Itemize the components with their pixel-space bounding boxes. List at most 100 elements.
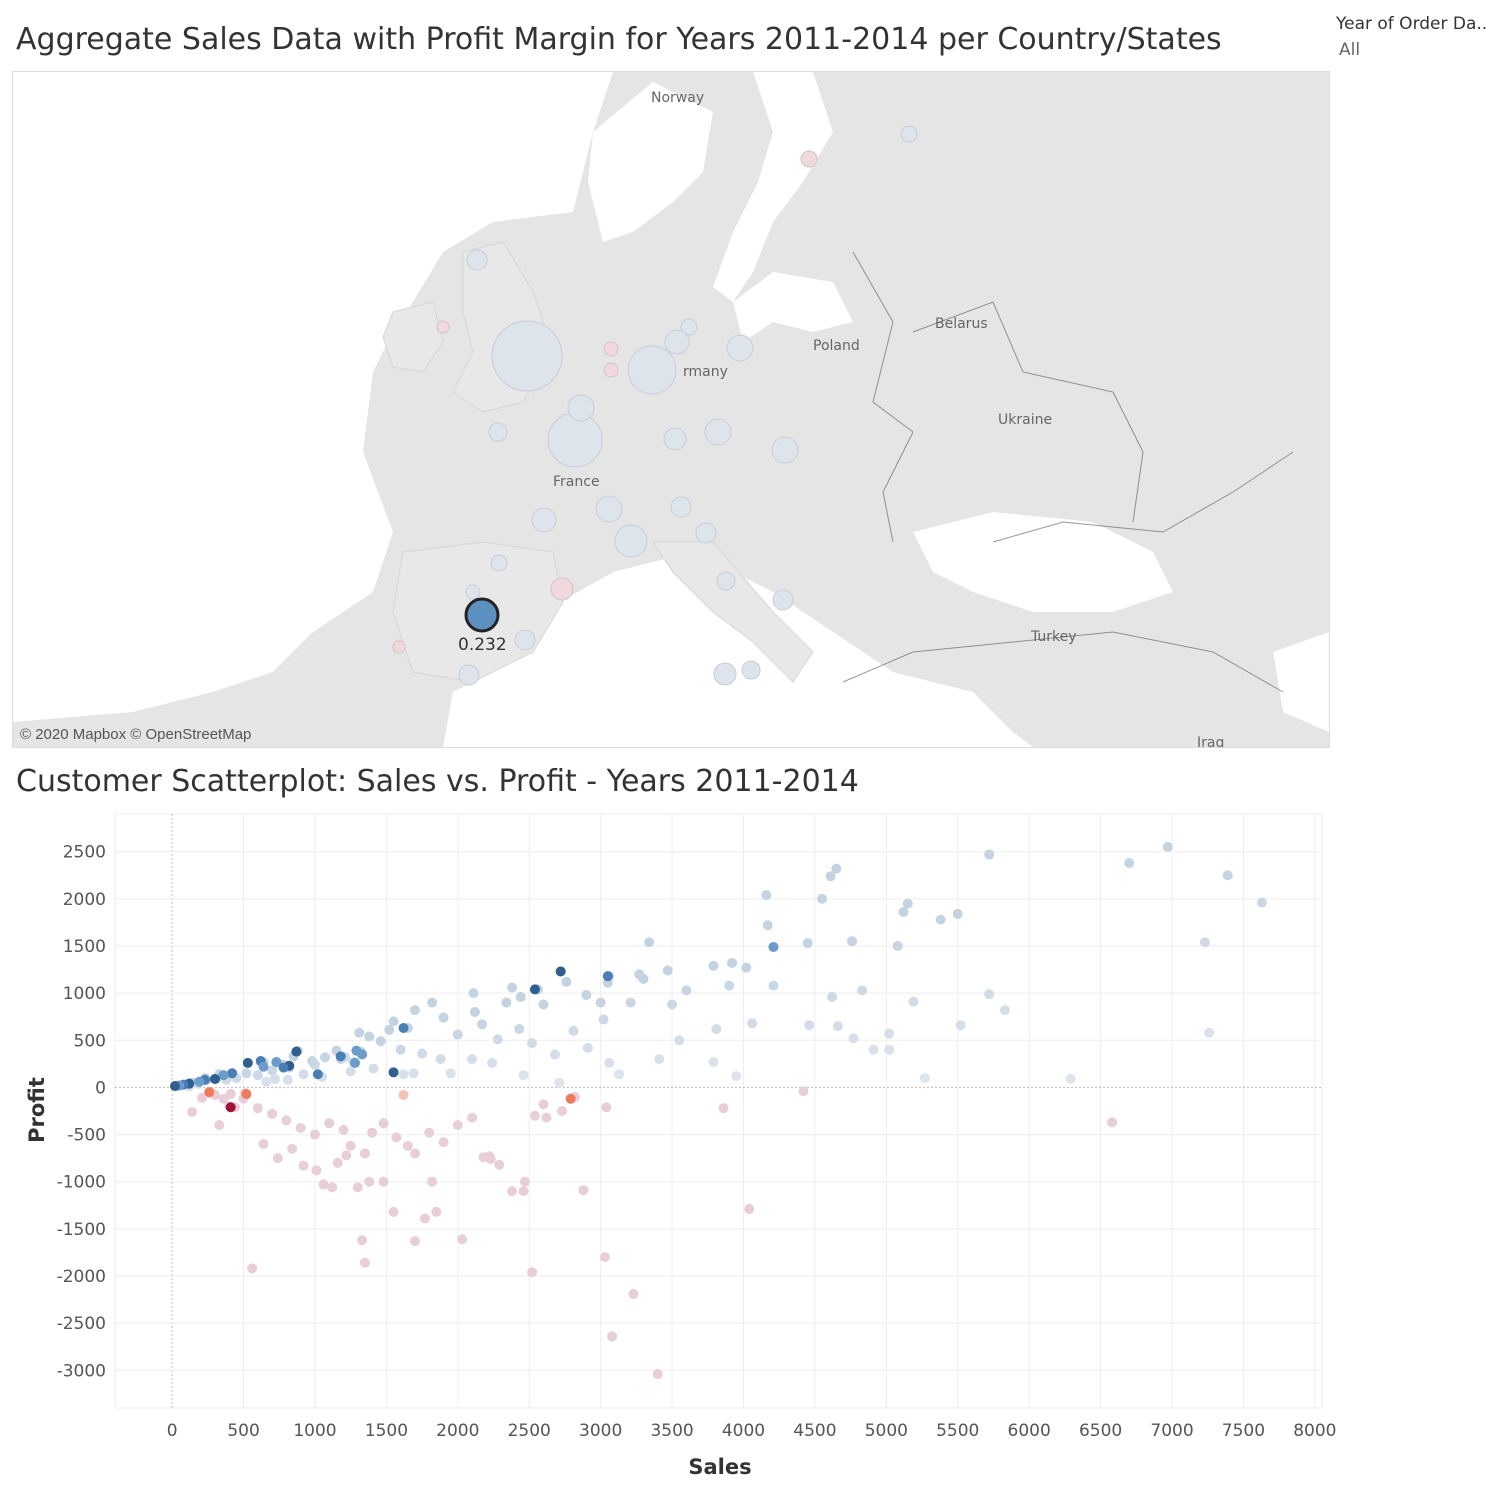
scatter-point[interactable] [452,1120,463,1131]
scatter-point[interactable] [267,1108,278,1119]
scatter-point[interactable] [884,1028,895,1039]
scatter-point[interactable] [452,1029,463,1040]
scatter-point[interactable] [261,1076,272,1087]
bubble-switzerland[interactable] [670,496,692,518]
bubble-germany[interactable] [627,345,677,395]
scatter-point[interactable] [311,1165,322,1176]
scatter-point[interactable] [252,1103,263,1114]
scatter-point[interactable] [378,1118,389,1129]
bubble-austria[interactable] [771,436,799,464]
bubble-hamburg[interactable] [680,318,698,336]
bubble-netherlands[interactable] [603,341,619,357]
scatter-point[interactable] [318,1179,329,1190]
scatter-point-highlight[interactable] [768,941,779,952]
scatter-point[interactable] [952,908,963,919]
scatter-point-negative[interactable] [565,1093,576,1104]
scatter-point-negative[interactable] [241,1089,252,1100]
scatter-point[interactable] [409,1236,420,1247]
scatter-point[interactable] [744,1204,755,1215]
scatter-point[interactable] [388,1206,399,1217]
scatter-point[interactable] [919,1073,930,1083]
bubble-scotland[interactable] [466,249,488,271]
scatter-point[interactable] [298,1069,309,1080]
scatter-point[interactable] [438,1012,449,1023]
bubble-brittany[interactable] [488,422,508,442]
scatter-point-highlight[interactable] [312,1069,323,1080]
scatter-point-highlight[interactable] [335,1051,346,1062]
scatterplot[interactable]: 0 500 1000 1500 2000 2500 3000 3500 4000 4500 5000… [0,800,1500,1490]
scatter-point[interactable] [848,1033,859,1044]
scatter-point[interactable] [197,1092,208,1103]
scatter-point[interactable] [267,1065,278,1076]
bubble-dublin[interactable] [436,320,450,334]
scatter-point[interactable] [747,1018,758,1029]
scatter-point[interactable] [281,1115,292,1126]
scatter-point[interactable] [445,1068,456,1079]
map-canvas[interactable]: Norway Poland Belarus rmany Ukraine Fran… [13,72,1329,747]
scatter-point[interactable] [408,1068,419,1079]
scatter-point[interactable] [359,1148,370,1159]
scatter-point[interactable] [724,980,735,991]
scatter-point[interactable] [538,1099,549,1110]
bubble-finland[interactable] [900,125,918,143]
scatter-point[interactable] [518,1186,529,1197]
scatter-point-highlight[interactable] [398,1023,409,1034]
scatter-point[interactable] [984,989,995,1000]
scatter-point[interactable] [541,1112,552,1123]
scatter-point[interactable] [581,990,592,1001]
bubble-florence[interactable] [716,571,736,591]
scatter-point[interactable] [601,1102,612,1113]
scatter-point-negative[interactable] [398,1089,409,1100]
map-attribution[interactable]: © 2020 Mapbox © OpenStreetMap [20,726,252,743]
bubble-stockholm[interactable] [800,150,818,168]
scatter-point[interactable] [467,1054,478,1065]
scatter-point[interactable] [798,1086,809,1097]
scatter-point[interactable] [708,1056,719,1067]
scatter-point[interactable] [409,1148,420,1159]
bubble-madrid-selected[interactable] [464,597,500,633]
scatter-point[interactable] [492,1034,503,1045]
scatter-point[interactable] [902,898,913,909]
scatter-point[interactable] [832,1021,843,1032]
scatter-point[interactable] [364,1176,375,1187]
scatter-point[interactable] [402,1140,413,1151]
scatter-point[interactable] [384,1024,395,1035]
scatter-point[interactable] [1065,1073,1076,1084]
scatter-point[interactable] [214,1120,225,1131]
scatter-point[interactable] [477,1019,488,1030]
scatter-point[interactable] [529,1110,540,1121]
bubble-portugal[interactable] [392,640,406,654]
scatter-point[interactable] [727,957,738,968]
scatter-point[interactable] [359,1257,370,1268]
bubble-berlin[interactable] [726,334,754,362]
scatter-point-negative[interactable] [225,1102,236,1113]
scatter-point-highlight[interactable] [194,1076,205,1087]
scatter-point[interactable] [345,1066,356,1077]
bubble-south-germany[interactable] [704,418,732,446]
scatter-point[interactable] [731,1071,742,1082]
scatter-point[interactable] [457,1234,468,1245]
bubble-andalusia[interactable] [458,664,480,686]
scatter-point-highlight[interactable] [258,1061,269,1072]
scatter-point[interactable] [514,1023,525,1034]
scatter-point[interactable] [287,1143,298,1154]
scatter-point[interactable] [667,999,678,1010]
scatter-point[interactable] [295,1122,306,1133]
scatter-point[interactable] [847,936,858,947]
scatter-point[interactable] [578,1185,589,1196]
scatter-point-highlight[interactable] [529,984,540,995]
bubble-south-france[interactable] [614,524,648,558]
scatter-point[interactable] [375,1036,386,1047]
scatter-point[interactable] [652,1369,663,1380]
bubble-milan[interactable] [695,522,717,544]
scatter-point[interactable] [1199,937,1210,948]
scatter-point[interactable] [247,1263,258,1274]
scatter-point[interactable] [1257,897,1268,908]
scatter-point[interactable] [598,1014,609,1025]
scatter-point[interactable] [892,941,903,951]
scatter-point[interactable] [469,1007,480,1017]
scatter-point[interactable] [395,1044,406,1055]
scatter-point-highlight[interactable] [291,1046,302,1057]
bubble-hanover[interactable] [664,329,690,355]
year-filter[interactable]: Year of Order Da.. All [1336,14,1496,60]
